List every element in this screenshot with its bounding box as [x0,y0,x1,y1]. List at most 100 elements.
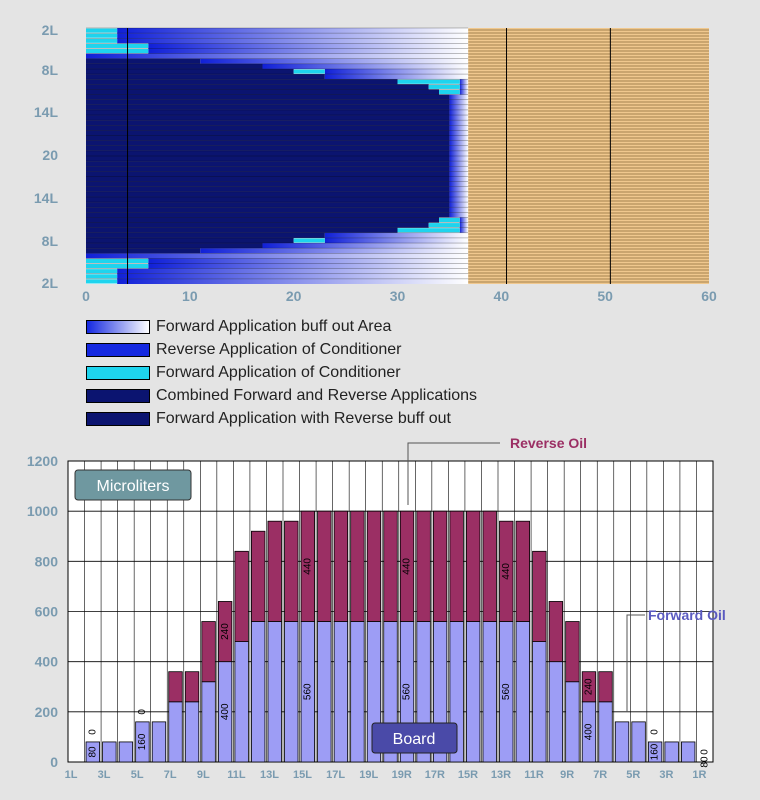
combined-application-segment [86,68,294,75]
forward-conditioner-segment [397,228,460,233]
forward-oil-bar [267,621,282,763]
combined-application-segment [86,196,450,203]
buff-out-segment [449,125,469,131]
reverse-oil-bar [532,550,547,642]
combined-application-segment [86,156,450,162]
reverse-oil-bar [466,510,481,622]
reverse-oil-bar [300,510,315,622]
buff-out-segment [117,33,469,39]
y-tick-label: 14L [34,190,59,206]
combined-application-segment [86,84,429,90]
legend-swatch [86,342,150,357]
bar-data-label: 440 [501,563,512,580]
x-tick-label: 50 [597,288,613,304]
combined-application-segment [86,150,450,156]
bar-data-label: 0 [699,749,710,755]
combined-application-segment [86,166,450,172]
buff-out-segment [449,191,469,197]
y-tick-label: 400 [35,654,59,670]
reverse-oil-bar [201,621,216,683]
buff-out-segment [86,253,469,259]
legend-item: Forward Application of Conditioner [86,361,586,384]
forward-conditioner-segment [86,38,118,43]
reverse-oil-bar [598,671,613,703]
bar-data-label: 400 [584,723,595,740]
forward-oil-bar [548,661,564,763]
forward-conditioner-segment [86,33,118,38]
forward-oil-bar [350,621,365,763]
reverse-oil-bar [482,510,497,622]
forward-oil-bar [168,701,183,763]
buff-out-segment [324,232,469,238]
forward-oil-bar [681,741,696,763]
forward-oil-bar [383,621,398,763]
reverse-oil-bar [350,510,365,622]
bar-data-label: 560 [302,683,313,700]
buff-out-segment [449,202,469,208]
buff-out-segment [449,181,469,187]
forward-conditioner-segment [86,264,149,269]
forward-oil-bar [515,621,530,763]
reverse-oil-bar [383,510,398,622]
combined-application-segment [86,176,450,182]
legend-swatch [86,319,150,334]
forward-oil-bar [399,621,415,763]
buff-out-segment [200,248,469,254]
forward-oil-bar [614,721,630,763]
reverse-callout-line [407,442,500,505]
combined-application-segment [86,63,263,69]
combined-application-segment [86,186,450,192]
forward-oil-bar [466,621,481,763]
forward-oil-bar [499,621,514,763]
legend-label: Combined Forward and Reverse Application… [156,386,478,404]
y-tick-label: 2L [42,275,59,291]
reverse-oil-bar [184,671,200,703]
forward-oil-bar [565,681,580,763]
forward-conditioner-segment [293,69,325,74]
y-tick-label: 1000 [27,503,58,519]
forward-oil-bar [151,721,167,763]
forward-conditioner-segment [86,274,118,279]
buff-out-segment [148,48,469,54]
buff-out-segment [449,115,469,121]
buff-out-segment [449,156,469,162]
forward-oil-bar [201,681,216,763]
forward-oil-bar [598,701,613,763]
x-tick-label: 19L [359,769,378,781]
legend-swatch [86,411,150,426]
buff-out-segment [449,212,469,218]
y-tick-label: 20 [42,147,58,163]
legend-label: Forward Application of Conditioner [156,363,401,381]
buff-out-segment [459,227,469,233]
reverse-oil-bar [234,550,249,642]
legend-label: Forward Application with Reverse buff ou… [156,409,451,427]
x-tick-label: 15R [458,769,478,781]
forward-oil-bar [333,621,349,763]
buff-out-segment [324,68,469,75]
bar-data-label: 560 [402,683,413,700]
forward-oil-bar [251,621,266,763]
forward-oil-bar [300,621,315,763]
buff-out-segment [148,263,469,269]
combined-application-segment [86,125,450,131]
buff-out-segment [324,237,469,244]
combined-application-segment [86,104,450,110]
buff-out-segment [449,196,469,203]
reverse-oil-bar [333,510,349,622]
x-tick-label: 1R [692,769,706,781]
buff-out-segment [459,217,469,223]
x-tick-label: 7R [593,769,607,781]
x-tick-label: 7L [164,769,177,781]
forward-conditioner-segment [86,43,149,48]
buff-out-segment [117,273,469,279]
buff-out-segment [449,130,469,136]
board-label: Board [393,731,436,748]
forward-oil-bar [135,721,150,763]
forward-oil-bar [234,641,249,763]
x-tick-label: 19R [392,769,412,781]
buff-out-segment [324,74,469,80]
x-tick-label: 60 [701,288,717,304]
x-tick-label: 15L [293,769,312,781]
forward-oil-bar [102,741,117,763]
buff-out-segment [459,89,469,95]
